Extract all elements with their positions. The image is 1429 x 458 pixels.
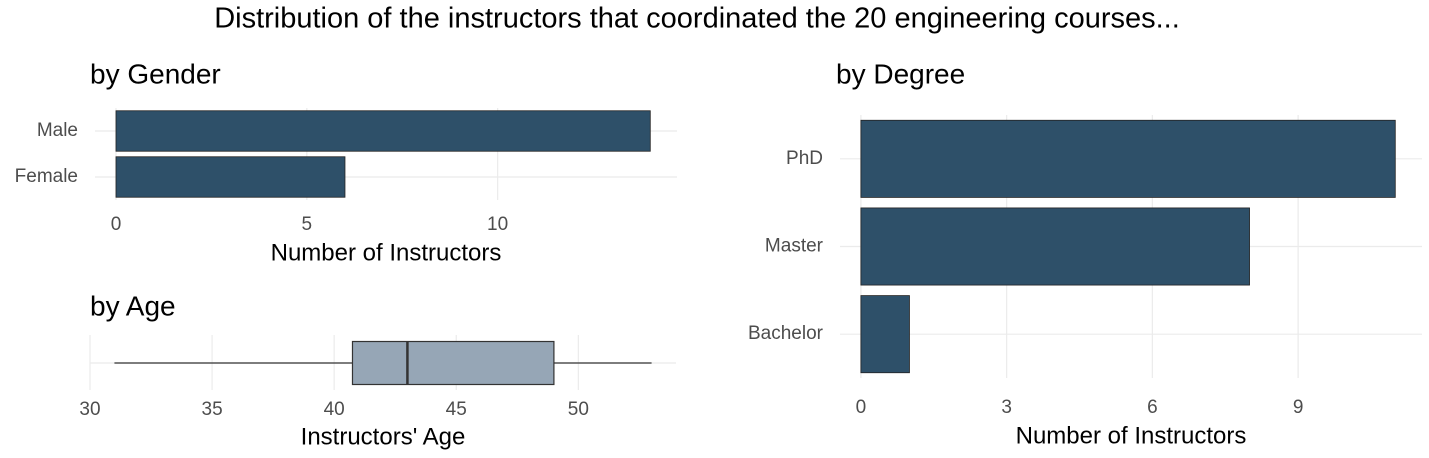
x-tick-label: 5 — [302, 214, 313, 235]
x-tick-label: 45 — [446, 399, 467, 420]
x-tick-label: 6 — [1147, 397, 1158, 418]
bar — [115, 156, 346, 198]
x-axis-title: Instructors' Age — [301, 423, 466, 450]
box — [351, 340, 555, 386]
panel-title: by Gender — [90, 58, 221, 89]
x-tick-label: 0 — [111, 214, 122, 235]
x-tick-label: 9 — [1293, 397, 1304, 418]
x-tick-label: 50 — [568, 399, 589, 420]
y-tick-label: Master — [765, 236, 824, 257]
bar — [860, 119, 1396, 198]
y-tick-label: PhD — [786, 148, 823, 169]
panel-title: by Age — [90, 290, 176, 321]
y-tick-label: Bachelor — [748, 323, 824, 344]
y-tick-label: Male — [37, 120, 78, 141]
bar — [860, 207, 1250, 286]
x-tick-label: 0 — [856, 397, 867, 418]
x-axis-title: Number of Instructors — [1016, 422, 1247, 449]
x-tick-label: 40 — [324, 399, 345, 420]
x-tick-label: 3 — [1001, 397, 1012, 418]
panel-title: by Degree — [836, 58, 965, 89]
bar — [860, 295, 910, 374]
x-tick-label: 30 — [79, 399, 100, 420]
bar — [115, 110, 651, 152]
x-tick-label: 35 — [202, 399, 223, 420]
y-tick-label: Female — [15, 166, 78, 187]
figure-title: Distribution of the instructors that coo… — [214, 3, 1180, 35]
x-tick-label: 10 — [487, 214, 508, 235]
x-axis-title: Number of Instructors — [271, 239, 502, 266]
